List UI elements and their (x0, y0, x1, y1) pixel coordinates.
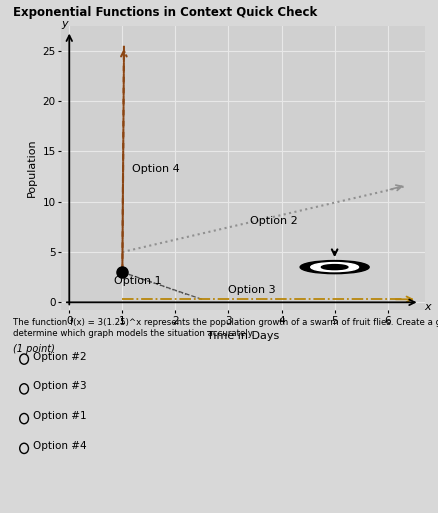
Circle shape (300, 261, 369, 273)
Text: Option 1: Option 1 (114, 276, 162, 286)
Text: Option 4: Option 4 (132, 164, 180, 173)
Text: Option 3: Option 3 (229, 285, 276, 295)
Circle shape (311, 263, 359, 271)
Text: Option #4: Option #4 (33, 441, 86, 451)
Circle shape (321, 265, 348, 270)
Text: Option #2: Option #2 (33, 351, 86, 362)
Text: Option #3: Option #3 (33, 381, 86, 391)
Text: (1 point): (1 point) (13, 344, 55, 353)
Text: x: x (424, 302, 431, 312)
Text: Option 2: Option 2 (250, 216, 297, 226)
Text: y: y (62, 18, 68, 29)
Text: Exponential Functions in Context Quick Check: Exponential Functions in Context Quick C… (13, 6, 318, 19)
Text: Option #1: Option #1 (33, 411, 86, 421)
Text: determine which graph models the situation accurately.: determine which graph models the situati… (13, 329, 254, 339)
Text: The function f(x) = 3(1.25)^x represents the population growth of a swarm of fru: The function f(x) = 3(1.25)^x represents… (13, 318, 438, 327)
X-axis label: Time in Days: Time in Days (207, 331, 279, 342)
Y-axis label: Population: Population (27, 139, 37, 198)
